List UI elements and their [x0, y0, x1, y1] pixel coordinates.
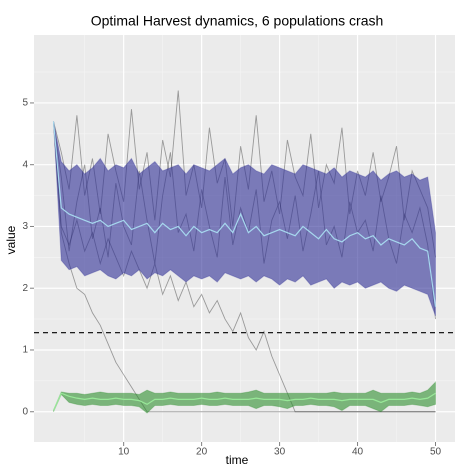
mean-line [52, 392, 436, 411]
mean-line [52, 121, 437, 307]
y-tick-label: 0 [22, 406, 28, 417]
x-tick-label: 30 [274, 447, 286, 458]
y-tick-label: 5 [22, 98, 28, 109]
x-tick-label: 50 [430, 447, 442, 458]
x-axis-label: time [226, 453, 249, 467]
simulation-line [53, 121, 436, 413]
x-tick-label: 10 [118, 447, 130, 458]
y-tick-label: 4 [22, 159, 28, 170]
band [52, 380, 437, 414]
y-axis-label: value [4, 225, 18, 254]
band [52, 121, 437, 317]
y-tick-label: 3 [22, 221, 28, 232]
x-tick-label: 20 [196, 447, 208, 458]
x-tick-label: 40 [352, 447, 364, 458]
y-tick-label: 2 [22, 283, 28, 294]
y-tick-label: 1 [22, 345, 28, 356]
chart-title: Optimal Harvest dynamics, 6 populations … [91, 13, 384, 29]
